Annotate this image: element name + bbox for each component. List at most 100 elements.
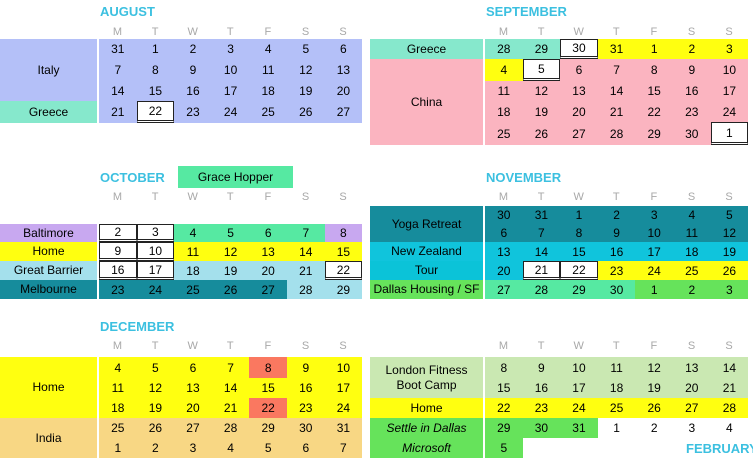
day-cell-november[interactable]: 17 — [635, 242, 673, 261]
day-cell-december[interactable]: 31 — [324, 418, 363, 438]
day-cell-october[interactable]: 28 — [287, 280, 325, 299]
day-cell-december[interactable]: 27 — [174, 418, 212, 438]
day-cell-september[interactable]: 30 — [673, 122, 711, 145]
day-cell-september[interactable]: 27 — [560, 122, 598, 145]
day-cell-december[interactable]: 4 — [99, 357, 137, 378]
day-cell-october[interactable]: 6 — [249, 224, 287, 242]
day-cell-october[interactable]: 10 — [136, 242, 175, 261]
day-cell-september[interactable]: 12 — [522, 81, 561, 101]
day-cell-december[interactable]: 29 — [249, 418, 287, 438]
day-cell-november[interactable]: 7 — [522, 224, 561, 242]
day-cell-october[interactable]: 4 — [174, 224, 212, 242]
day-cell-december[interactable]: 15 — [249, 378, 287, 398]
day-cell-september[interactable]: 14 — [597, 81, 636, 101]
day-cell-january[interactable]: 16 — [522, 378, 561, 398]
day-cell-december[interactable]: 30 — [287, 418, 325, 438]
day-cell-december[interactable]: 5 — [136, 357, 175, 378]
day-cell-january[interactable]: 17 — [560, 378, 598, 398]
day-cell-december[interactable]: 2 — [136, 438, 175, 458]
day-cell-january[interactable]: 30 — [522, 418, 561, 438]
day-cell-september[interactable]: 29 — [522, 39, 561, 59]
day-cell-december[interactable]: 16 — [287, 378, 325, 398]
day-cell-september[interactable]: 1 — [710, 122, 749, 145]
day-cell-october[interactable]: 25 — [174, 280, 212, 299]
day-cell-january[interactable]: 29 — [485, 418, 523, 438]
day-cell-november[interactable]: 3 — [635, 206, 673, 224]
day-cell-november[interactable]: 4 — [673, 206, 711, 224]
day-cell-august[interactable]: 31 — [99, 39, 137, 59]
day-cell-august[interactable]: 24 — [211, 101, 250, 123]
day-cell-september[interactable]: 1 — [635, 39, 673, 59]
day-cell-september[interactable]: 20 — [560, 101, 598, 122]
day-cell-august[interactable]: 22 — [136, 101, 175, 123]
day-cell-january[interactable]: 28 — [710, 398, 749, 418]
day-cell-november[interactable]: 10 — [635, 224, 673, 242]
day-cell-november[interactable]: 29 — [560, 280, 598, 299]
day-cell-september[interactable]: 8 — [635, 59, 673, 81]
day-cell-november[interactable]: 14 — [522, 242, 561, 261]
day-cell-september[interactable]: 16 — [673, 81, 711, 101]
day-cell-january[interactable]: 26 — [635, 398, 673, 418]
day-cell-december[interactable]: 28 — [211, 418, 250, 438]
day-cell-december[interactable]: 14 — [211, 378, 250, 398]
day-cell-october[interactable]: 27 — [249, 280, 287, 299]
day-cell-november[interactable]: 18 — [673, 242, 711, 261]
day-cell-december[interactable]: 19 — [136, 398, 175, 418]
day-cell-september[interactable]: 26 — [522, 122, 561, 145]
day-cell-september[interactable]: 30 — [560, 39, 598, 59]
day-cell-january[interactable]: 22 — [485, 398, 523, 418]
day-cell-august[interactable]: 8 — [136, 59, 175, 81]
day-cell-september[interactable]: 11 — [485, 81, 523, 101]
day-cell-august[interactable]: 3 — [211, 39, 250, 59]
day-cell-september[interactable]: 2 — [673, 39, 711, 59]
day-cell-october[interactable]: 7 — [287, 224, 325, 242]
day-cell-october[interactable]: 19 — [211, 261, 250, 280]
day-cell-december[interactable]: 6 — [287, 438, 325, 458]
day-cell-december[interactable]: 26 — [136, 418, 175, 438]
day-cell-september[interactable]: 18 — [485, 101, 523, 122]
day-cell-september[interactable]: 6 — [560, 59, 598, 81]
day-cell-january[interactable]: 14 — [710, 357, 749, 378]
day-cell-september[interactable]: 5 — [522, 59, 561, 81]
day-cell-november[interactable]: 11 — [673, 224, 711, 242]
day-cell-january[interactable]: 5 — [485, 438, 523, 458]
day-cell-january[interactable]: 3 — [673, 418, 711, 438]
day-cell-november[interactable]: 5 — [710, 206, 749, 224]
day-cell-october[interactable]: 9 — [99, 242, 137, 261]
day-cell-november[interactable]: 9 — [597, 224, 636, 242]
day-cell-august[interactable]: 7 — [99, 59, 137, 81]
day-cell-november[interactable]: 16 — [597, 242, 636, 261]
day-cell-november[interactable]: 27 — [485, 280, 523, 299]
day-cell-august[interactable]: 6 — [324, 39, 363, 59]
day-cell-november[interactable]: 2 — [673, 280, 711, 299]
day-cell-august[interactable]: 16 — [174, 81, 212, 101]
day-cell-august[interactable]: 10 — [211, 59, 250, 81]
day-cell-october[interactable]: 14 — [287, 242, 325, 261]
day-cell-october[interactable]: 13 — [249, 242, 287, 261]
day-cell-august[interactable]: 21 — [99, 101, 137, 123]
day-cell-november[interactable]: 21 — [522, 261, 561, 280]
day-cell-december[interactable]: 13 — [174, 378, 212, 398]
day-cell-august[interactable]: 27 — [324, 101, 363, 123]
day-cell-october[interactable]: 22 — [324, 261, 363, 280]
day-cell-january[interactable]: 20 — [673, 378, 711, 398]
day-cell-january[interactable]: 11 — [597, 357, 636, 378]
day-cell-november[interactable]: 31 — [522, 206, 561, 224]
day-cell-august[interactable]: 11 — [249, 59, 287, 81]
day-cell-december[interactable]: 21 — [211, 398, 250, 418]
day-cell-august[interactable]: 20 — [324, 81, 363, 101]
day-cell-december[interactable]: 12 — [136, 378, 175, 398]
day-cell-january[interactable]: 2 — [635, 418, 673, 438]
day-cell-january[interactable]: 4 — [710, 418, 749, 438]
day-cell-october[interactable]: 17 — [136, 261, 175, 280]
day-cell-august[interactable]: 14 — [99, 81, 137, 101]
day-cell-november[interactable]: 19 — [710, 242, 749, 261]
day-cell-august[interactable]: 25 — [249, 101, 287, 123]
day-cell-october[interactable]: 29 — [324, 280, 363, 299]
day-cell-january[interactable]: 18 — [597, 378, 636, 398]
day-cell-october[interactable]: 2 — [99, 224, 137, 242]
day-cell-december[interactable]: 7 — [324, 438, 363, 458]
day-cell-september[interactable]: 10 — [710, 59, 749, 81]
day-cell-october[interactable]: 16 — [99, 261, 137, 280]
day-cell-august[interactable]: 9 — [174, 59, 212, 81]
